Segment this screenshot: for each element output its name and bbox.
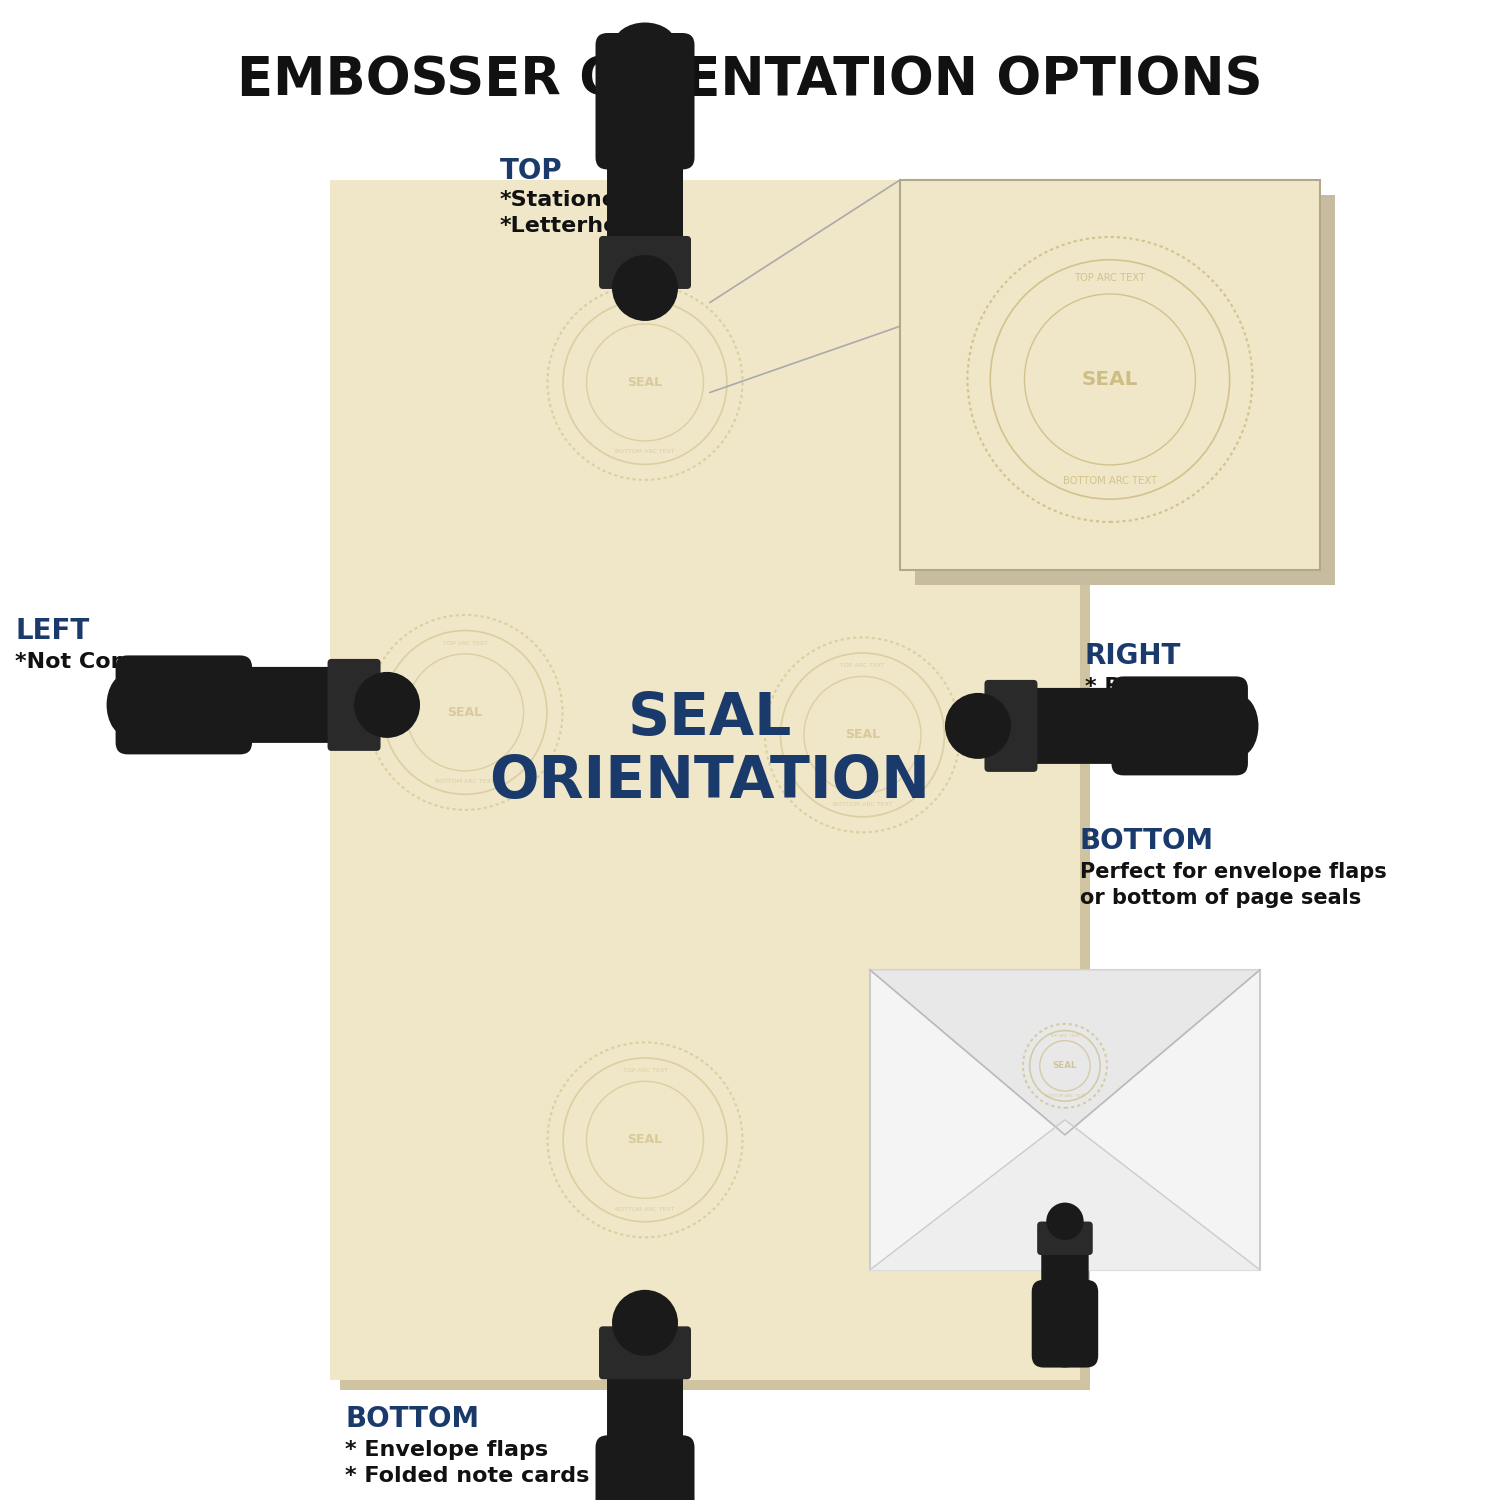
FancyBboxPatch shape [596, 1436, 694, 1500]
Circle shape [354, 672, 420, 738]
Polygon shape [870, 1120, 1260, 1270]
FancyBboxPatch shape [1112, 676, 1248, 776]
FancyBboxPatch shape [598, 236, 692, 290]
Text: BOTTOM ARC TEXT: BOTTOM ARC TEXT [1044, 1094, 1086, 1098]
Text: TOP ARC TEXT: TOP ARC TEXT [622, 310, 668, 315]
Text: TOP ARC TEXT: TOP ARC TEXT [442, 640, 488, 645]
Ellipse shape [1216, 694, 1258, 758]
FancyBboxPatch shape [984, 680, 1038, 772]
Ellipse shape [614, 22, 676, 68]
FancyBboxPatch shape [870, 970, 1260, 1270]
Text: BOTTOM ARC TEXT: BOTTOM ARC TEXT [435, 778, 495, 784]
Text: BOTTOM: BOTTOM [1080, 827, 1214, 855]
Text: TOP: TOP [500, 158, 562, 184]
FancyBboxPatch shape [915, 195, 1335, 585]
Text: SEAL: SEAL [627, 376, 663, 388]
FancyBboxPatch shape [1028, 688, 1134, 764]
Text: TOP ARC TEXT: TOP ARC TEXT [622, 1068, 668, 1072]
Circle shape [945, 693, 1011, 759]
Text: BOTTOM ARC TEXT: BOTTOM ARC TEXT [1064, 476, 1156, 486]
Text: BOTTOM ARC TEXT: BOTTOM ARC TEXT [833, 801, 892, 807]
FancyBboxPatch shape [1032, 1280, 1098, 1368]
FancyBboxPatch shape [900, 180, 1320, 570]
Text: SEAL: SEAL [1082, 370, 1138, 388]
FancyBboxPatch shape [340, 190, 1090, 1390]
Text: SEAL: SEAL [1053, 1062, 1077, 1071]
Text: SEAL: SEAL [844, 729, 880, 741]
Ellipse shape [106, 674, 148, 736]
FancyBboxPatch shape [608, 146, 682, 252]
Text: EMBOSSER ORIENTATION OPTIONS: EMBOSSER ORIENTATION OPTIONS [237, 54, 1263, 106]
Text: BOTTOM: BOTTOM [345, 1406, 478, 1432]
Circle shape [612, 255, 678, 321]
FancyBboxPatch shape [608, 1353, 682, 1460]
Text: Perfect for envelope flaps
or bottom of page seals: Perfect for envelope flaps or bottom of … [1080, 862, 1386, 909]
Circle shape [1047, 1203, 1083, 1240]
Text: RIGHT: RIGHT [1084, 642, 1182, 670]
Text: SEAL: SEAL [627, 1134, 663, 1146]
Text: BOTTOM ARC TEXT: BOTTOM ARC TEXT [615, 1206, 675, 1212]
FancyBboxPatch shape [598, 1326, 692, 1380]
FancyBboxPatch shape [1041, 1236, 1089, 1300]
FancyBboxPatch shape [1036, 1221, 1094, 1256]
Circle shape [612, 1290, 678, 1356]
Text: TOP ARC TEXT: TOP ARC TEXT [840, 663, 885, 668]
Polygon shape [870, 970, 1260, 1136]
Text: * Book page: * Book page [1084, 676, 1236, 698]
Text: SEAL
ORIENTATION: SEAL ORIENTATION [489, 690, 930, 810]
Text: *Not Common: *Not Common [15, 652, 189, 672]
Text: SEAL: SEAL [447, 706, 483, 718]
Text: LEFT: LEFT [15, 616, 90, 645]
Text: TOP ARC TEXT: TOP ARC TEXT [1050, 1034, 1080, 1038]
FancyBboxPatch shape [330, 180, 1080, 1380]
FancyBboxPatch shape [231, 668, 338, 742]
FancyBboxPatch shape [327, 658, 381, 752]
Text: TOP ARC TEXT: TOP ARC TEXT [1074, 273, 1146, 284]
Text: * Envelope flaps
* Folded note cards: * Envelope flaps * Folded note cards [345, 1440, 590, 1486]
Ellipse shape [1047, 1344, 1083, 1368]
FancyBboxPatch shape [116, 656, 252, 754]
FancyBboxPatch shape [596, 33, 694, 170]
Text: BOTTOM ARC TEXT: BOTTOM ARC TEXT [615, 448, 675, 454]
Text: *Stationery
*Letterhead: *Stationery *Letterhead [500, 190, 650, 237]
